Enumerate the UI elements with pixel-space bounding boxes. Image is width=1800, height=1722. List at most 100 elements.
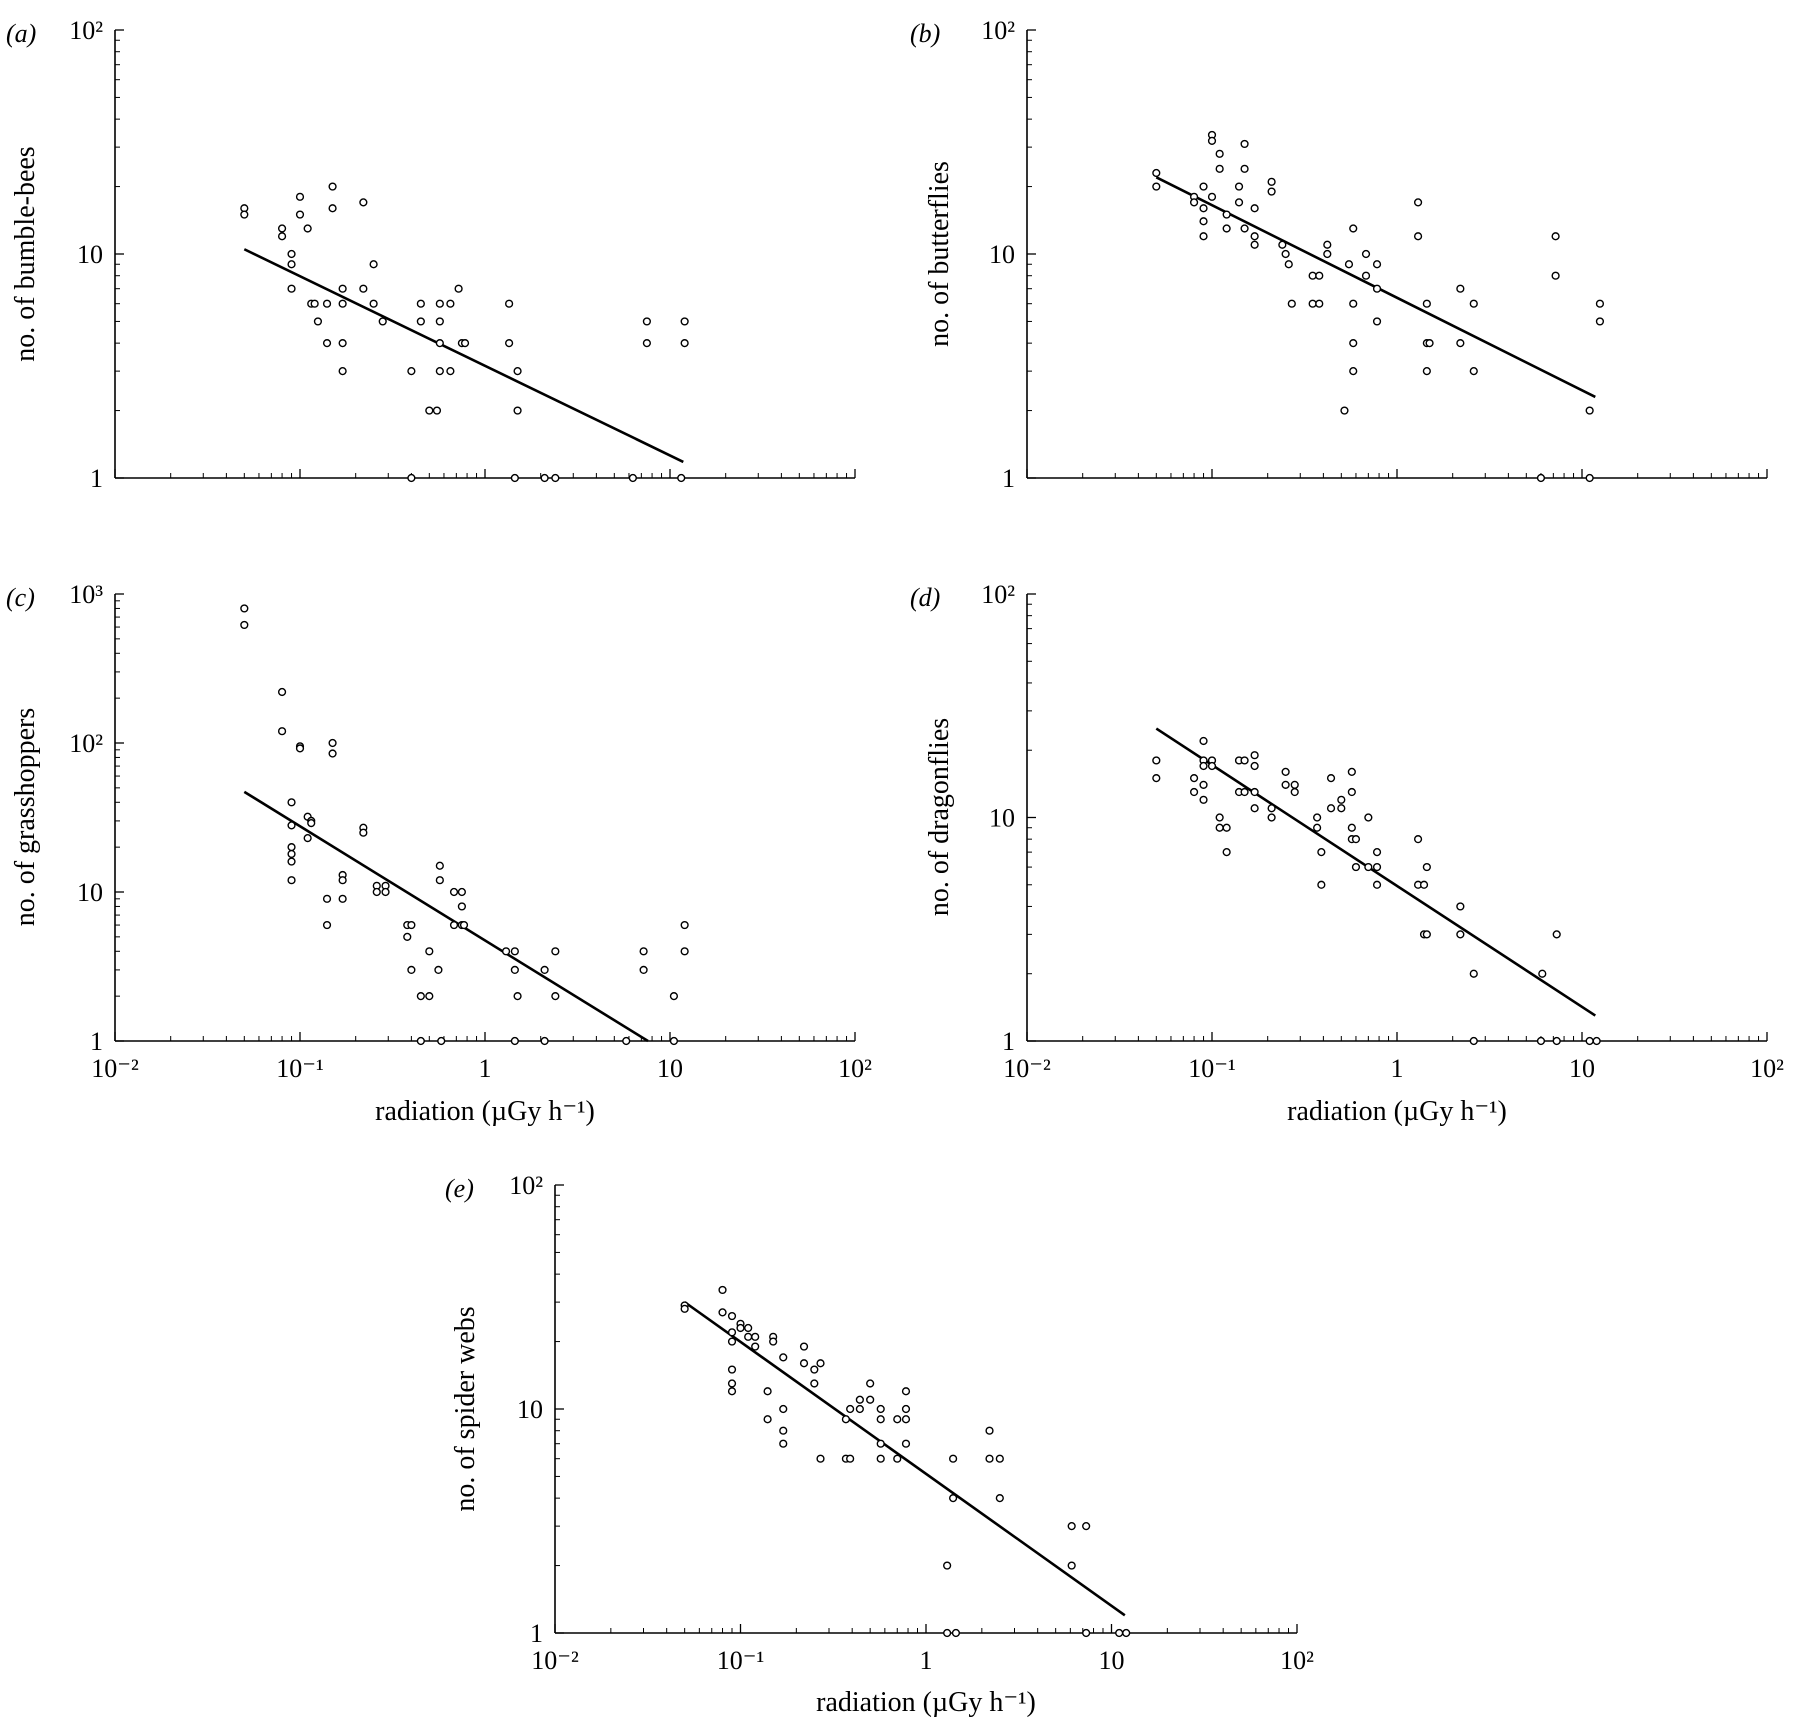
data-point bbox=[1250, 804, 1259, 813]
data-point bbox=[1207, 761, 1217, 771]
regression-line bbox=[243, 248, 684, 464]
data-point bbox=[1267, 804, 1276, 813]
x-tick-label: 10² bbox=[1750, 1054, 1784, 1083]
data-point bbox=[995, 1454, 1004, 1463]
data-point bbox=[1456, 339, 1465, 348]
data-point bbox=[1250, 240, 1259, 249]
regression-line bbox=[243, 790, 649, 1043]
y-tick-label: 10² bbox=[981, 16, 1015, 45]
data-point bbox=[338, 299, 347, 308]
data-point bbox=[1152, 756, 1161, 765]
data-point bbox=[951, 1628, 961, 1638]
data-point bbox=[1267, 177, 1276, 186]
data-point bbox=[1240, 756, 1249, 765]
data-point bbox=[1234, 182, 1244, 191]
data-point bbox=[432, 406, 442, 415]
data-point bbox=[407, 965, 416, 975]
data-point bbox=[1585, 1036, 1594, 1046]
data-point bbox=[1585, 473, 1594, 483]
data-point bbox=[416, 992, 425, 1001]
data-point bbox=[1422, 930, 1431, 939]
y-tick-label: 1 bbox=[90, 464, 103, 493]
data-point bbox=[680, 920, 689, 930]
data-point bbox=[1189, 787, 1199, 797]
data-point bbox=[995, 1494, 1004, 1503]
data-point bbox=[1313, 823, 1322, 832]
panel-e: (e) no. of spider webs radiation (µGy h⁻… bbox=[445, 1171, 1314, 1718]
data-point bbox=[985, 1426, 994, 1435]
data-point bbox=[459, 920, 469, 930]
data-point bbox=[1456, 902, 1465, 911]
data-point bbox=[551, 947, 560, 956]
data-point bbox=[277, 224, 287, 233]
data-point bbox=[1215, 823, 1224, 832]
data-point bbox=[446, 299, 455, 308]
data-point bbox=[1315, 299, 1324, 308]
data-point bbox=[1323, 249, 1332, 259]
data-point bbox=[642, 339, 651, 348]
data-point bbox=[846, 1404, 855, 1414]
data-point bbox=[846, 1454, 855, 1463]
data-point bbox=[1456, 930, 1465, 939]
data-point bbox=[1469, 1036, 1478, 1046]
data-point bbox=[287, 249, 296, 259]
data-point bbox=[1250, 232, 1259, 241]
data-point bbox=[1551, 232, 1560, 241]
data-point bbox=[1222, 210, 1231, 219]
x-tick-label: 10⁻¹ bbox=[717, 1646, 765, 1675]
data-point bbox=[680, 339, 689, 348]
x-tick-label: 1 bbox=[479, 1054, 492, 1083]
y-tick-label: 1 bbox=[530, 1619, 543, 1648]
data-point bbox=[303, 224, 312, 233]
data-point bbox=[435, 299, 444, 308]
data-point bbox=[1199, 780, 1208, 789]
x-tick-label: 10² bbox=[1280, 1646, 1314, 1675]
data-point bbox=[510, 1036, 519, 1046]
data-point bbox=[816, 1359, 825, 1368]
data-point bbox=[677, 473, 686, 483]
panel-d-ylabel: no. of dragonflies bbox=[924, 718, 955, 916]
data-point bbox=[338, 339, 347, 348]
data-point bbox=[287, 798, 296, 807]
panel-a-ylabel: no. of bumble-bees bbox=[10, 146, 41, 361]
data-point bbox=[1287, 299, 1296, 308]
data-point bbox=[457, 887, 466, 897]
data-point bbox=[855, 1395, 864, 1404]
data-point bbox=[1215, 164, 1224, 173]
data-point bbox=[1317, 848, 1326, 857]
data-point bbox=[1456, 284, 1465, 293]
data-point bbox=[727, 1311, 737, 1321]
data-point bbox=[810, 1365, 819, 1374]
data-point bbox=[622, 1036, 631, 1046]
data-point bbox=[669, 1036, 679, 1046]
data-point bbox=[1422, 299, 1431, 308]
panel-d-xlabel: radiation (µGy h⁻¹) bbox=[1287, 1096, 1507, 1127]
data-point bbox=[328, 738, 337, 748]
data-point bbox=[639, 947, 648, 956]
data-point bbox=[1290, 787, 1299, 797]
data-point bbox=[1364, 862, 1373, 872]
data-point bbox=[727, 1387, 737, 1396]
data-point bbox=[1115, 1628, 1124, 1638]
data-point bbox=[425, 947, 434, 956]
data-point bbox=[751, 1332, 760, 1341]
data-point bbox=[277, 687, 287, 697]
data-point bbox=[407, 920, 416, 930]
panel-a-label: (a) bbox=[6, 19, 36, 48]
data-point bbox=[435, 861, 444, 870]
data-point bbox=[295, 192, 305, 201]
data-point bbox=[307, 819, 316, 828]
data-point bbox=[551, 473, 560, 483]
y-tick-label: 10 bbox=[989, 240, 1015, 269]
data-point bbox=[1326, 774, 1336, 783]
data-point bbox=[1152, 774, 1161, 783]
data-point bbox=[435, 876, 444, 885]
data-point bbox=[425, 992, 434, 1001]
data-point bbox=[505, 299, 514, 308]
data-point bbox=[1347, 823, 1356, 832]
data-point bbox=[1067, 1522, 1076, 1531]
y-tick-label: 10² bbox=[69, 16, 103, 45]
data-point bbox=[866, 1395, 875, 1404]
data-point bbox=[1538, 969, 1547, 978]
data-point bbox=[1372, 880, 1382, 889]
